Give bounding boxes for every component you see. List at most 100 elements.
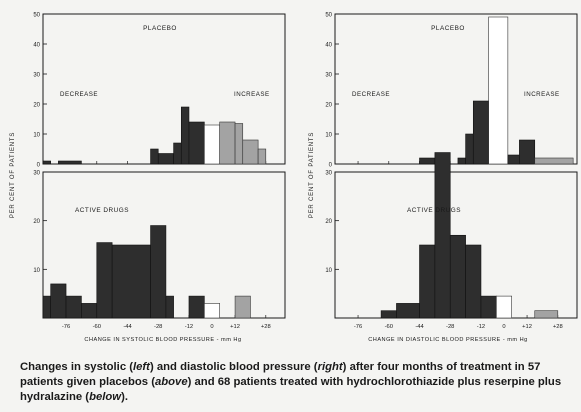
- xlabel-right: CHANGE IN DIASTOLIC BLOOD PRESSURE - mm …: [368, 337, 528, 343]
- caption-text-2: ) and diastolic blood pressure (: [149, 361, 318, 373]
- ylabel-right: PER CENT OF PATIENTS: [309, 132, 315, 218]
- bar-decrease: [457, 157, 466, 165]
- x-tick-label: +12: [230, 324, 240, 330]
- bar-decrease: [58, 160, 82, 165]
- x-tick-label: +28: [261, 324, 271, 330]
- bar-decrease: [42, 160, 51, 165]
- bar-decrease: [419, 157, 436, 165]
- caption-right: right: [317, 361, 343, 373]
- x-tick-label: -28: [446, 324, 454, 330]
- bar-increase: [257, 148, 267, 165]
- y-tick-label: 30: [325, 171, 332, 177]
- y-tick-label: 50: [325, 13, 332, 19]
- y-tick-label: 0: [37, 163, 41, 169]
- bar-decrease: [519, 139, 536, 165]
- y-tick-label: 10: [325, 268, 332, 274]
- x-tick-label: 0: [502, 324, 505, 330]
- panel-systolic-placebo: 0 10 20 30 40 50 PLACEBO DECREASE INCREASE: [33, 13, 286, 169]
- bar-decrease: [173, 142, 182, 165]
- panel-title: PLACEBO: [431, 25, 465, 32]
- caption-text-5: ).: [121, 391, 128, 403]
- y-tick-label: 40: [33, 43, 40, 49]
- panel-diastolic-placebo: 0 10 20 30 40 50 PLACEBO DECREASE INCREASE: [325, 13, 578, 169]
- decrease-label: DECREASE: [352, 91, 390, 98]
- bar-increase: [534, 310, 559, 319]
- bar-decrease: [111, 244, 151, 319]
- caption-above: above: [154, 376, 188, 388]
- bar-zero: [204, 124, 220, 165]
- bar-increase: [234, 123, 244, 165]
- y-tick-label: 10: [33, 268, 40, 274]
- panel-title: ACTIVE DRUGS: [75, 207, 129, 214]
- x-tick-label: +12: [522, 324, 532, 330]
- bar-decrease: [65, 295, 82, 319]
- bar-increase: [242, 139, 259, 165]
- bar-decrease: [180, 106, 190, 165]
- bar-decrease: [480, 295, 497, 319]
- panel-systolic-active: 10 20 30 -76 -60 -44 -28 -12 0 +12 +28 ACTIVE DRUGS: [33, 171, 286, 330]
- bar-decrease: [396, 303, 420, 319]
- y-tick-label: 50: [33, 13, 40, 19]
- x-tick-label: 0: [210, 324, 213, 330]
- panel-diastolic-active: 10 20 30 -76 -60 -44 -28 -12 0 +12 +28 ACTIVE DRUGS: [325, 152, 578, 330]
- bar-increase: [534, 157, 574, 165]
- bar-decrease: [434, 152, 451, 319]
- y-tick-label: 30: [33, 73, 40, 79]
- bar-decrease: [380, 310, 397, 319]
- bar-decrease: [465, 244, 482, 319]
- increase-label: INCREASE: [234, 91, 270, 98]
- bar-increase: [234, 295, 251, 319]
- bar-decrease: [507, 154, 520, 165]
- x-tick-label: -12: [185, 324, 193, 330]
- caption-text-3: ) after four months of treatment in 57 p…: [20, 361, 541, 388]
- bar-decrease: [96, 242, 113, 319]
- x-tick-label: -60: [93, 324, 101, 330]
- y-tick-label: 30: [33, 171, 40, 177]
- panel-title: PLACEBO: [143, 25, 177, 32]
- bar-decrease: [472, 100, 489, 165]
- bar-zero: [204, 303, 220, 319]
- bar-decrease: [150, 225, 167, 319]
- decrease-label: DECREASE: [60, 91, 98, 98]
- panel-frame: [334, 13, 578, 165]
- bar-decrease: [188, 121, 205, 165]
- bar-decrease: [150, 148, 159, 165]
- xlabel-left: CHANGE IN SYSTOLIC BLOOD PRESSURE - mm H…: [84, 337, 241, 343]
- y-tick-label: 10: [325, 133, 332, 139]
- y-tick-label: 20: [33, 219, 40, 225]
- y-tick-label: 20: [325, 219, 332, 225]
- y-tick-label: 10: [33, 133, 40, 139]
- caption-text-4: ) and 68 patients treated with hydrochlo…: [20, 376, 562, 403]
- figure-caption: Changes in systolic (left) and diastolic…: [20, 360, 576, 405]
- y-tick-label: 20: [325, 103, 332, 109]
- x-tick-label: -12: [477, 324, 485, 330]
- bar-decrease: [449, 234, 466, 319]
- bar-zero: [496, 295, 512, 319]
- panel-title: ACTIVE DRUGS: [407, 207, 461, 214]
- x-tick-label: -28: [154, 324, 162, 330]
- x-tick-label: -44: [123, 324, 132, 330]
- bar-decrease: [157, 153, 174, 165]
- caption-below: below: [89, 391, 122, 403]
- bar-zero: [488, 16, 509, 165]
- bar-decrease: [419, 244, 436, 319]
- y-tick-label: 20: [33, 103, 40, 109]
- bar-decrease: [188, 295, 205, 319]
- bar-decrease: [81, 303, 98, 319]
- bar-increase: [219, 121, 236, 165]
- bar-decrease: [165, 295, 174, 319]
- y-tick-label: 0: [329, 163, 333, 169]
- bar-decrease: [50, 283, 67, 319]
- bar-decrease: [42, 295, 51, 319]
- x-tick-label: -60: [385, 324, 393, 330]
- increase-label: INCREASE: [524, 91, 560, 98]
- caption-text-1: Changes in systolic (: [20, 361, 133, 373]
- x-tick-label: -76: [62, 324, 70, 330]
- caption-left: left: [133, 361, 150, 373]
- y-tick-label: 30: [325, 73, 332, 79]
- bar-decrease: [465, 133, 474, 165]
- x-tick-label: -76: [354, 324, 362, 330]
- ylabel-left: PER CENT OF PATIENTS: [10, 132, 16, 218]
- x-tick-label: -44: [415, 324, 424, 330]
